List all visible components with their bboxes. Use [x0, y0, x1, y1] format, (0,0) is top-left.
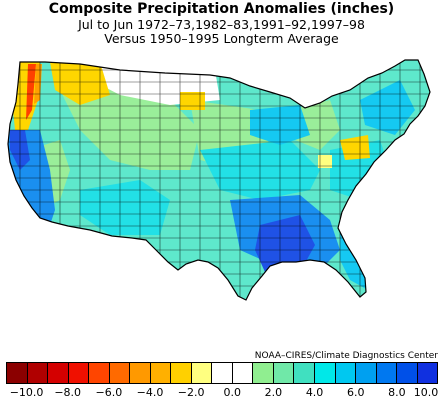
us-anomaly-map: [7, 59, 431, 301]
color-scale-tick-label: 8.0: [388, 386, 406, 399]
color-scale-tick-label: −8.0: [54, 386, 82, 399]
color-scale-swatch: [232, 363, 254, 383]
color-scale-tick-label: −2.0: [177, 386, 205, 399]
anomaly-region-southwest: [80, 180, 170, 235]
color-scale-swatch: [171, 363, 192, 383]
color-scale-tick-label: −4.0: [136, 386, 164, 399]
color-scale-swatch: [27, 363, 49, 383]
color-scale-swatch: [417, 363, 438, 383]
color-scale-swatch: [335, 363, 357, 383]
color-scale-tick-label: −6.0: [95, 386, 123, 399]
anomaly-region-florida: [340, 230, 368, 290]
color-scale-tick-label: −10.0: [9, 386, 44, 399]
color-scale-tick-label: 0.0: [223, 386, 242, 399]
color-scale-tick-label: 4.0: [305, 386, 324, 399]
color-scale-swatch: [273, 363, 295, 383]
color-scale-swatch: [253, 363, 274, 383]
color-scale-swatch: [48, 363, 69, 383]
anomaly-region-north-dakota: [180, 92, 205, 110]
color-scale-swatch: [68, 363, 90, 383]
color-scale-swatch: [191, 363, 213, 383]
color-scale-swatch: [397, 363, 418, 383]
color-scale-swatch: [294, 363, 315, 383]
color-scale-bar: [6, 362, 438, 384]
color-scale-swatch: [356, 363, 377, 383]
color-scale-tick-label: 6.0: [346, 386, 365, 399]
map-baseline: Versus 1950–1995 Longterm Average: [104, 31, 339, 46]
color-scale-swatch: [376, 363, 398, 383]
anomaly-region-ohio-valley: [318, 155, 332, 168]
color-scale-swatch: [212, 363, 233, 383]
color-scale-swatch: [7, 363, 28, 383]
data-credit: NOAA–CIRES/Climate Diagnostics Center: [254, 351, 438, 361]
color-scale-swatch: [109, 363, 131, 383]
color-scale-swatch: [130, 363, 151, 383]
color-scale-ticks: −10.0 −8.0 −6.0 −4.0 −2.0 0.0 2.0 4.0 6.0 8.0 10.0: [6, 386, 439, 400]
color-scale-swatch: [150, 363, 172, 383]
color-scale-swatch: [314, 363, 336, 383]
color-scale-tick-label: 10.0: [413, 386, 439, 399]
color-scale-tick-label: 2.0: [264, 386, 283, 399]
color-scale-swatch: [89, 363, 110, 383]
map-period: Jul to Jun 1972–73,1982–83,1991–92,1997–…: [78, 17, 365, 32]
map-title: Composite Precipitation Anomalies (inche…: [48, 1, 395, 17]
